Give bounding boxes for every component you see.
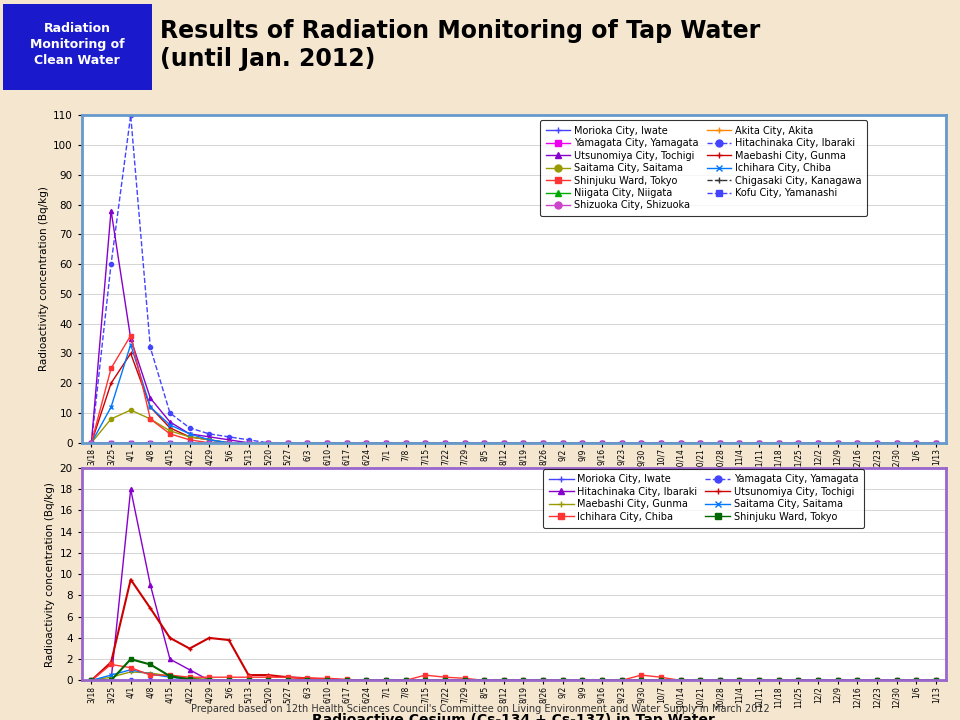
Legend: Morioka City, Iwate, Hitachinaka City, Ibaraki, Maebashi City, Gunma, Ichihara C: Morioka City, Iwate, Hitachinaka City, I… bbox=[543, 469, 864, 528]
X-axis label: Radioactive Iodine (I-131) in Tap Water: Radioactive Iodine (I-131) in Tap Water bbox=[360, 476, 667, 490]
FancyBboxPatch shape bbox=[3, 4, 152, 90]
X-axis label: Radioactive Cesium (Cs-134 + Cs-137) in Tap Water: Radioactive Cesium (Cs-134 + Cs-137) in … bbox=[312, 714, 715, 720]
Text: Prepared based on 12th Health Sciences Council's Committee on Living Environment: Prepared based on 12th Health Sciences C… bbox=[191, 704, 769, 714]
Y-axis label: Radioactivity concentration (Bq/kg): Radioactivity concentration (Bq/kg) bbox=[45, 482, 55, 667]
Y-axis label: Radioactivity concentration (Bq/kg): Radioactivity concentration (Bq/kg) bbox=[38, 186, 49, 372]
Text: Results of Radiation Monitoring of Tap Water
(until Jan. 2012): Results of Radiation Monitoring of Tap W… bbox=[160, 19, 760, 71]
Text: Radiation
Monitoring of
Clean Water: Radiation Monitoring of Clean Water bbox=[30, 22, 125, 68]
Legend: Morioka City, Iwate, Yamagata City, Yamagata, Utsunomiya City, Tochigi, Saitama : Morioka City, Iwate, Yamagata City, Yama… bbox=[540, 120, 867, 216]
